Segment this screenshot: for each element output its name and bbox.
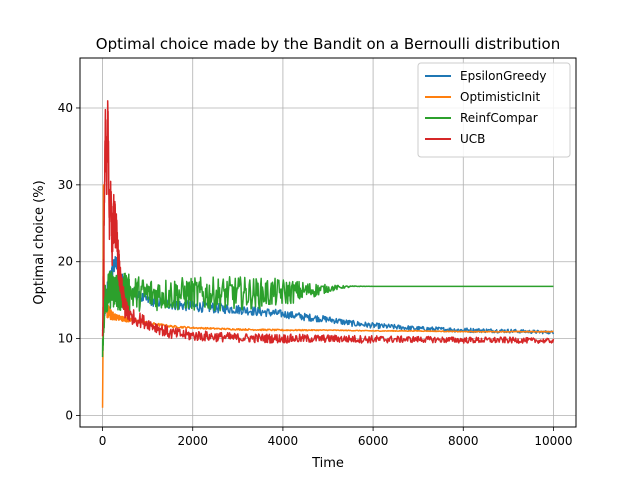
y-tick-label: 40 <box>58 101 73 115</box>
y-tick-label: 0 <box>65 408 73 422</box>
y-tick-label: 30 <box>58 178 73 192</box>
x-tick-label: 4000 <box>268 434 299 448</box>
x-tick-label: 8000 <box>448 434 479 448</box>
x-tick-label: 2000 <box>177 434 208 448</box>
series-line-reinfcompar <box>101 271 554 358</box>
x-tick-label: 0 <box>99 434 107 448</box>
legend-label: EpsilonGreedy <box>460 69 547 83</box>
x-axis-label: Time <box>311 456 344 471</box>
legend-label: OptimisticInit <box>460 90 540 104</box>
y-tick-label: 20 <box>58 255 73 269</box>
legend-box <box>417 62 571 158</box>
x-tick-label: 6000 <box>358 434 389 448</box>
series-layer <box>101 100 555 408</box>
y-axis-label: Optimal choice (%) <box>32 180 47 304</box>
chart-title: Optimal choice made by the Bandit on a B… <box>96 35 560 53</box>
series-line-ucb <box>101 100 555 344</box>
y-tick-label: 10 <box>58 332 73 346</box>
legend-label: UCB <box>460 132 485 146</box>
axes-frame <box>79 57 577 428</box>
legend: EpsilonGreedy OptimisticInit ReinfCompar UC… <box>417 62 571 158</box>
legend-label: ReinfCompar <box>460 111 538 125</box>
series-line-optimisticinit <box>101 184 554 408</box>
x-tick-label: 10000 <box>534 434 572 448</box>
ticks: 0 2000 4000 6000 8000 10000 0 10 20 30 40 <box>58 101 573 448</box>
